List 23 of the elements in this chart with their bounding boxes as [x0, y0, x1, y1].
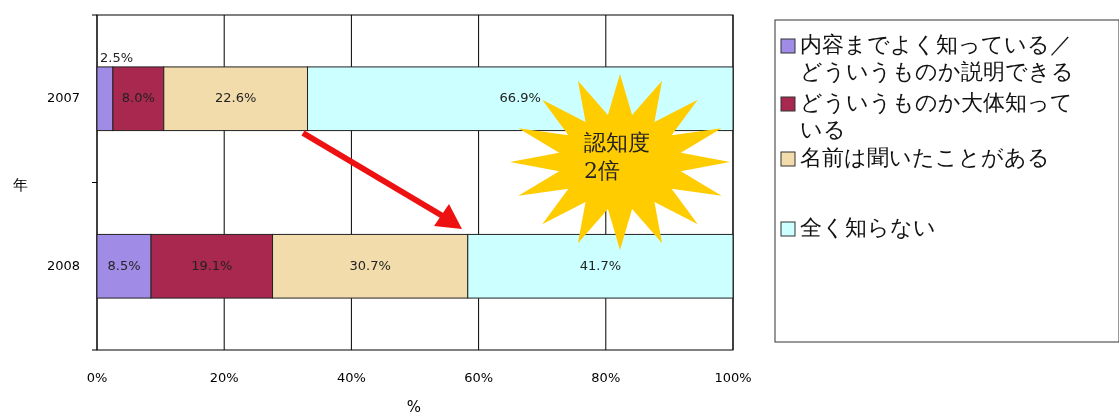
x-tick-label: 60%	[464, 370, 494, 385]
data-label: 41.7%	[579, 257, 622, 273]
legend-label: どういうものか大体知っている	[800, 90, 1073, 142]
data-label: 66.9%	[499, 90, 541, 106]
legend-label: 名前は聞いたことがある	[800, 145, 1050, 170]
data-label: 19.1%	[191, 257, 233, 273]
x-tick-label: 20%	[209, 370, 239, 385]
y-axis-title: 年	[12, 175, 28, 194]
y-tick-label: 2008	[46, 257, 80, 273]
legend-label: 内容までよく知っている／どういうものか説明できる	[800, 32, 1074, 84]
legend-label: 全く知らない	[800, 215, 936, 240]
data-label: 8.5%	[107, 257, 141, 273]
data-label: 22.6%	[214, 90, 257, 106]
data-label: 2.5%	[100, 50, 134, 66]
annotation: 認知度 2倍	[584, 130, 650, 183]
data-label: 30.7%	[349, 257, 391, 273]
data-label: 8.0%	[121, 90, 155, 106]
x-tick-label: 80%	[591, 370, 621, 385]
x-axis-title: %	[406, 398, 422, 416]
x-tick-label: 40%	[336, 370, 366, 385]
x-tick-label: 0%	[86, 370, 108, 385]
y-tick-label: 2007	[46, 90, 80, 106]
x-tick-label: 100%	[714, 370, 752, 385]
